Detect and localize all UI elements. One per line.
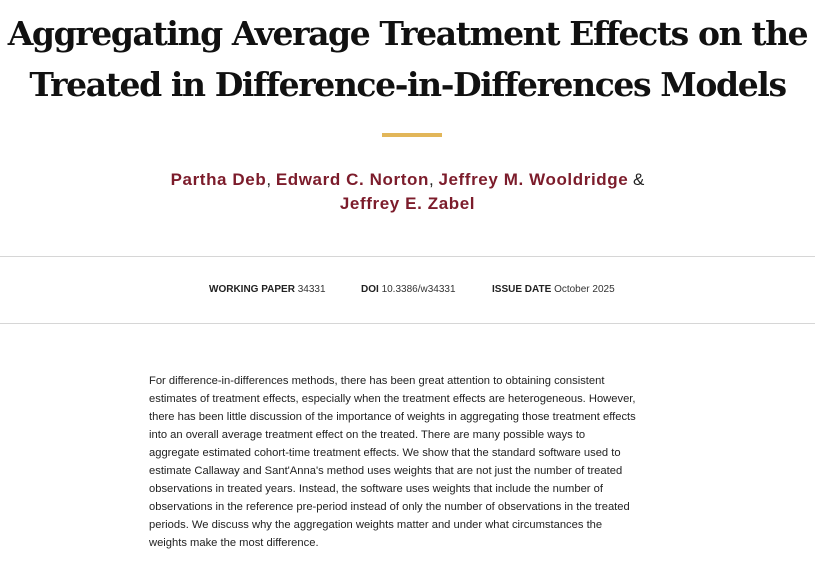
accent-rule <box>382 133 442 137</box>
issue-date-value: October 2025 <box>554 284 615 295</box>
author-line-2: Jeffrey E. Zabel <box>0 192 815 216</box>
author-separator-ampersand: & <box>633 170 645 189</box>
title-line-1: Aggregating Average Treatment Effects on… <box>7 14 809 53</box>
page-title: Aggregating Average Treatment Effects on… <box>0 8 815 110</box>
doi-value[interactable]: 10.3386/w34331 <box>381 284 456 295</box>
title-line-2: Treated in Difference-in-Differences Mod… <box>29 65 787 104</box>
paper-metadata-bar: WORKING PAPER 34331 DOI 10.3386/w34331 I… <box>0 256 815 324</box>
abstract: For difference-in-differences methods, t… <box>149 372 679 552</box>
author-link-edward-norton[interactable]: Edward C. Norton <box>275 170 429 189</box>
doi: DOI 10.3386/w34331 <box>361 284 456 296</box>
abstract-line: estimates of treatment effects, especial… <box>149 393 636 405</box>
abstract-line: observations in treated years. Instead, … <box>149 483 603 495</box>
author-link-jeffrey-wooldridge[interactable]: Jeffrey M. Wooldridge <box>438 170 629 189</box>
working-paper-number: WORKING PAPER 34331 <box>209 284 326 296</box>
author-separator: , <box>428 170 434 189</box>
issue-date: ISSUE DATE October 2025 <box>492 284 615 296</box>
working-paper-label: WORKING PAPER <box>209 284 295 295</box>
author-separator: , <box>266 170 272 189</box>
issue-date-label: ISSUE DATE <box>492 284 552 295</box>
abstract-line: estimate Callaway and Sant'Anna's method… <box>149 465 623 477</box>
abstract-line: there has been little discussion of the … <box>149 411 636 423</box>
doi-label: DOI <box>361 284 379 295</box>
author-link-partha-deb[interactable]: Partha Deb <box>170 170 267 189</box>
working-paper-value: 34331 <box>297 284 326 295</box>
abstract-line: For difference-in-differences methods, t… <box>149 375 605 387</box>
abstract-line: aggregate estimated cohort-time treatmen… <box>149 447 621 459</box>
abstract-line: into an overall average treatment effect… <box>149 429 586 441</box>
abstract-line: periods. We discuss why the aggregation … <box>149 519 603 531</box>
author-list: Partha Deb, Edward C. Norton, Jeffrey M.… <box>0 168 815 216</box>
abstract-line: weights make the most difference. <box>149 537 319 549</box>
author-link-jeffrey-zabel[interactable]: Jeffrey E. Zabel <box>339 194 476 213</box>
abstract-line: observations in the reference pre-period… <box>149 501 630 513</box>
author-line-1: Partha Deb, Edward C. Norton, Jeffrey M.… <box>0 168 815 192</box>
